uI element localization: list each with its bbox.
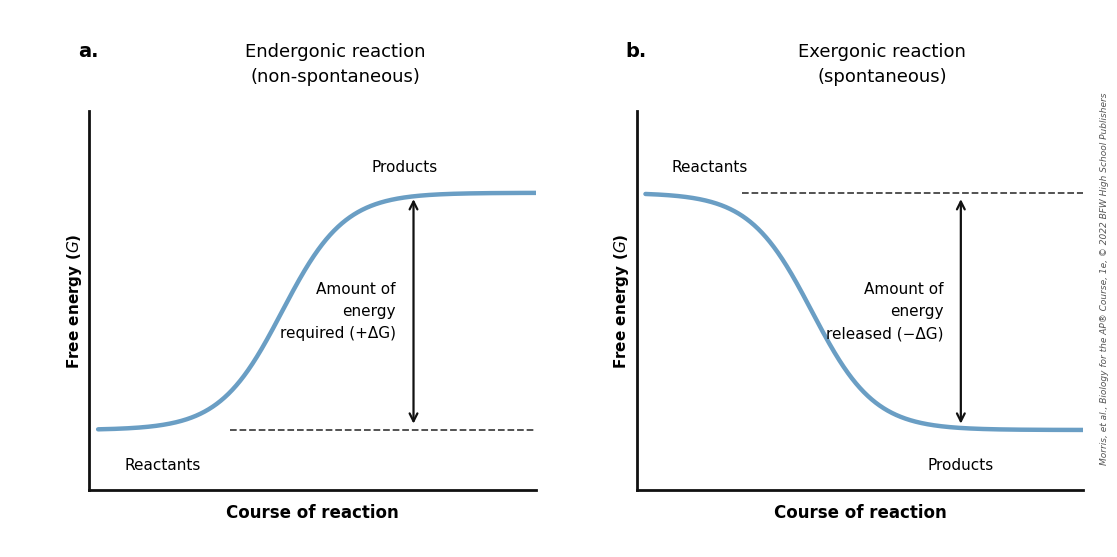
Text: Reactants: Reactants [124, 458, 201, 473]
Text: Exergonic reaction: Exergonic reaction [799, 43, 966, 61]
Text: Amount of
energy
required (+ΔG): Amount of energy required (+ΔG) [280, 282, 397, 341]
Text: (spontaneous): (spontaneous) [818, 69, 947, 86]
X-axis label: Course of reaction: Course of reaction [227, 504, 399, 522]
Text: (non-spontaneous): (non-spontaneous) [250, 69, 420, 86]
Text: a.: a. [78, 42, 98, 61]
Text: Endergonic reaction: Endergonic reaction [245, 43, 426, 61]
Text: Products: Products [928, 458, 994, 473]
Text: b.: b. [626, 42, 647, 61]
Y-axis label: Free energy ($G$): Free energy ($G$) [612, 233, 631, 369]
Y-axis label: Free energy ($G$): Free energy ($G$) [65, 233, 84, 369]
Text: Morris, et al., Biology for the AP® Course, 1e, © 2022 BFW High School Publisher: Morris, et al., Biology for the AP® Cour… [1100, 92, 1109, 465]
Text: Reactants: Reactants [671, 160, 748, 175]
Text: Amount of
energy
released (−ΔG): Amount of energy released (−ΔG) [825, 282, 944, 341]
Text: Products: Products [372, 160, 438, 175]
X-axis label: Course of reaction: Course of reaction [774, 504, 946, 522]
